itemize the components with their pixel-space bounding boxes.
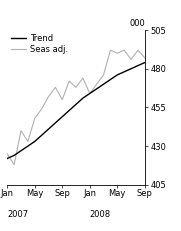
Seas adj.	[20, 129, 22, 132]
Seas adj.	[54, 86, 56, 89]
Seas adj.	[116, 52, 118, 55]
Seas adj.	[82, 77, 84, 79]
Seas adj.	[47, 95, 50, 98]
Trend	[109, 78, 111, 81]
Seas adj.	[130, 58, 132, 61]
Trend	[6, 157, 8, 160]
Seas adj.	[41, 108, 43, 110]
Trend	[47, 128, 50, 131]
Text: 2007: 2007	[7, 210, 28, 219]
Trend	[75, 103, 77, 106]
Legend: Trend, Seas adj.: Trend, Seas adj.	[11, 34, 68, 54]
Seas adj.	[96, 83, 98, 85]
Seas adj.	[137, 49, 139, 52]
Seas adj.	[109, 49, 111, 52]
Text: 000: 000	[129, 19, 145, 28]
Seas adj.	[102, 73, 105, 76]
Line: Trend: Trend	[7, 63, 145, 158]
Seas adj.	[27, 140, 29, 143]
Trend	[68, 109, 70, 112]
Seas adj.	[123, 49, 125, 52]
Trend	[123, 70, 125, 73]
Seas adj.	[13, 163, 15, 166]
Seas adj.	[144, 57, 146, 59]
Trend	[89, 92, 91, 95]
Seas adj.	[89, 92, 91, 95]
Trend	[116, 73, 118, 76]
Line: Seas adj.: Seas adj.	[7, 50, 145, 165]
Trend	[20, 149, 22, 152]
Trend	[96, 88, 98, 90]
Seas adj.	[68, 80, 70, 82]
Seas adj.	[6, 152, 8, 155]
Seas adj.	[34, 117, 36, 120]
Seas adj.	[75, 86, 77, 89]
Trend	[13, 154, 15, 157]
Trend	[34, 140, 36, 143]
Trend	[54, 122, 56, 124]
Trend	[130, 67, 132, 70]
Seas adj.	[61, 98, 63, 101]
Trend	[82, 97, 84, 100]
Text: 2008: 2008	[90, 210, 111, 219]
Trend	[27, 145, 29, 147]
Trend	[144, 61, 146, 64]
Trend	[41, 134, 43, 137]
Trend	[137, 64, 139, 67]
Trend	[61, 115, 63, 118]
Trend	[102, 83, 105, 85]
